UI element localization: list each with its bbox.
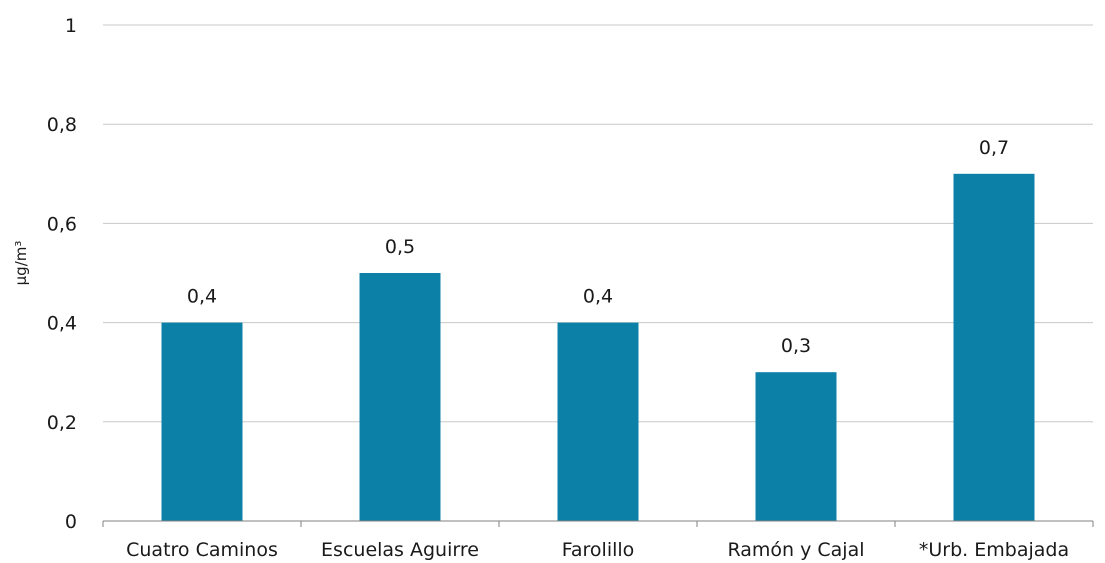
data-label: 0,7 bbox=[979, 137, 1009, 159]
data-label: 0,4 bbox=[583, 286, 613, 308]
x-tick-label: Escuelas Aguirre bbox=[321, 539, 479, 561]
x-tick-label: *Urb. Embajada bbox=[919, 539, 1069, 561]
y-tick-label: 0,2 bbox=[47, 412, 77, 434]
y-tick-label: 0,4 bbox=[47, 313, 77, 335]
data-label: 0,5 bbox=[385, 236, 415, 258]
x-tick-label: Cuatro Caminos bbox=[126, 539, 278, 561]
data-labels: 0,4 0,5 0,4 0,3 0,7 bbox=[187, 137, 1009, 357]
data-label: 0,3 bbox=[781, 335, 811, 357]
bars bbox=[161, 173, 1035, 522]
bar bbox=[359, 273, 441, 521]
y-axis-title: µg/m³ bbox=[12, 241, 30, 286]
bar bbox=[161, 322, 243, 521]
x-tick-label: Farolillo bbox=[562, 539, 635, 561]
x-tick-label: Ramón y Cajal bbox=[727, 539, 864, 561]
grid-lines bbox=[103, 24, 1093, 423]
y-tick-label: 1 bbox=[65, 15, 77, 37]
y-tick-label: 0,6 bbox=[47, 213, 77, 235]
bar bbox=[557, 322, 639, 521]
x-axis: Cuatro Caminos Escuelas Aguirre Farolillo R… bbox=[102, 520, 1094, 561]
y-tick-label: 0,8 bbox=[47, 114, 77, 136]
bar bbox=[953, 173, 1035, 522]
data-label: 0,4 bbox=[187, 286, 217, 308]
y-tick-label: 0 bbox=[65, 511, 77, 533]
y-axis-ticks: 0 0,2 0,4 0,6 0,8 1 bbox=[47, 15, 77, 533]
bar bbox=[755, 372, 837, 521]
